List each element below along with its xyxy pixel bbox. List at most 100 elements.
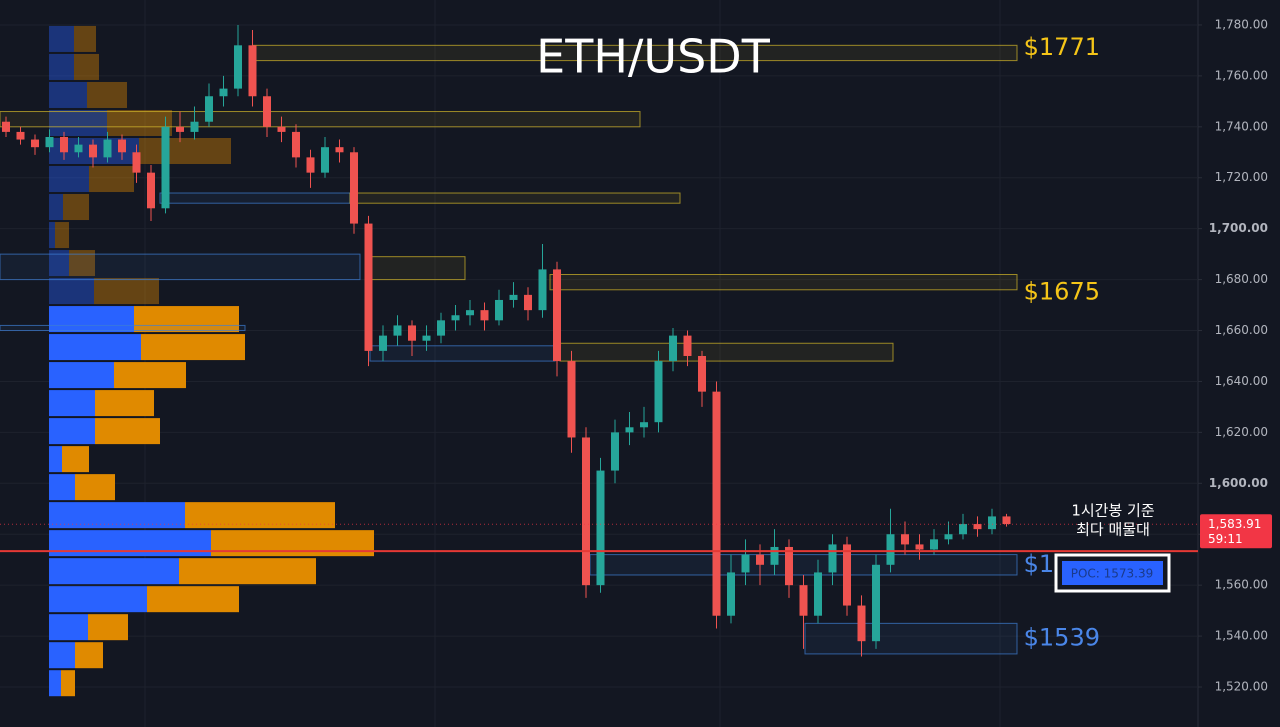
candle-body [118, 139, 126, 153]
candle-body [524, 294, 532, 311]
candle-body [89, 144, 97, 158]
candle-body [741, 554, 750, 573]
profile-buy [49, 166, 89, 193]
zone [0, 324, 246, 332]
profile-sell [74, 53, 99, 80]
candle-body [263, 96, 271, 127]
candle-body [277, 126, 286, 132]
candle-body [2, 121, 10, 132]
candle-body [625, 427, 634, 433]
candle-body [683, 335, 692, 356]
profile-buy [49, 250, 69, 277]
zone [349, 192, 681, 204]
candle-body [538, 269, 547, 311]
candle-body [234, 45, 242, 89]
candle-body [1002, 516, 1011, 525]
profile-sell [147, 586, 239, 613]
candle-body [785, 546, 793, 586]
profile-buy [49, 278, 94, 305]
profile-buy [49, 642, 75, 669]
candle-body [959, 524, 967, 535]
candle-body [698, 355, 706, 392]
candle-body [60, 136, 68, 153]
profile-buy [49, 53, 74, 80]
profile-sell [88, 614, 128, 641]
level-label: $1539 [1024, 624, 1100, 652]
y-tick-label: 1,740.00 [1215, 119, 1268, 133]
y-tick-label: 1,560.00 [1215, 578, 1268, 592]
candle-body [828, 544, 837, 573]
candle-body [799, 585, 808, 616]
candle-body [161, 126, 170, 209]
candle-body [205, 96, 213, 122]
level-label: $1675 [1024, 277, 1100, 305]
candle-body [973, 524, 982, 530]
candle-body [770, 546, 779, 565]
profile-sell [75, 642, 103, 669]
profile-sell [95, 418, 160, 445]
profile-buy [49, 558, 179, 585]
y-tick-label: 1,640.00 [1215, 374, 1268, 388]
candle-body [335, 147, 344, 153]
candle-body [451, 315, 460, 321]
profile-buy [49, 474, 75, 501]
y-tick-label: 1,680.00 [1215, 272, 1268, 286]
profile-buy [49, 530, 211, 557]
profile-sell [87, 81, 127, 108]
profile-buy [49, 25, 74, 52]
candle-body [103, 139, 112, 158]
candle-body [190, 121, 199, 132]
y-tick-label: 1,600.00 [1209, 476, 1268, 490]
y-tick-label: 1,700.00 [1209, 221, 1268, 235]
candle-body [393, 325, 402, 336]
profile-sell [94, 278, 159, 305]
candle-body [596, 470, 605, 586]
current-price-label: 1,583.91 [1208, 517, 1261, 531]
candle-body [292, 131, 300, 158]
profile-buy [49, 446, 62, 473]
profile-buy [49, 390, 95, 417]
annotation: 1시간봉 기준 [1071, 502, 1155, 520]
profile-sell [134, 306, 239, 333]
profile-buy [49, 614, 88, 641]
profile-sell [74, 25, 96, 52]
current-price-box [1200, 514, 1272, 549]
candle-body [611, 432, 619, 471]
candle-body [567, 361, 576, 438]
candle-body [872, 564, 880, 642]
profile-sell [211, 530, 374, 557]
candle-body [886, 534, 895, 565]
candle-body [553, 269, 561, 362]
candle-body [727, 572, 735, 616]
candle-body [901, 534, 909, 545]
y-tick-label: 1,760.00 [1215, 68, 1268, 82]
level-label: $1771 [1024, 33, 1100, 61]
candle-body [350, 152, 358, 224]
chart-title: ETH/USDT [536, 30, 771, 84]
candle-body [669, 335, 677, 362]
candle-body [74, 144, 83, 153]
profile-sell [89, 166, 134, 193]
candle-body [364, 223, 373, 351]
profile-sell [141, 334, 245, 361]
y-tick-label: 1,660.00 [1215, 323, 1268, 337]
zone [0, 111, 641, 128]
zone [159, 192, 351, 204]
candle-body [944, 534, 953, 540]
candle-body [988, 516, 996, 530]
profile-buy [49, 222, 55, 249]
poc-label: POC: 1573.39 [1071, 567, 1154, 581]
candle-body [176, 126, 184, 132]
y-tick-label: 1,780.00 [1215, 17, 1268, 31]
profile-sell [114, 362, 186, 389]
candle-body [16, 131, 25, 140]
candle-body [422, 335, 431, 341]
candle-body [843, 544, 851, 606]
candle-body [480, 310, 489, 321]
annotation: 최다 매물대 [1076, 521, 1150, 539]
profile-sell [75, 474, 115, 501]
zone [549, 274, 1018, 291]
profile-sell [61, 670, 75, 697]
candle-body [495, 299, 503, 321]
